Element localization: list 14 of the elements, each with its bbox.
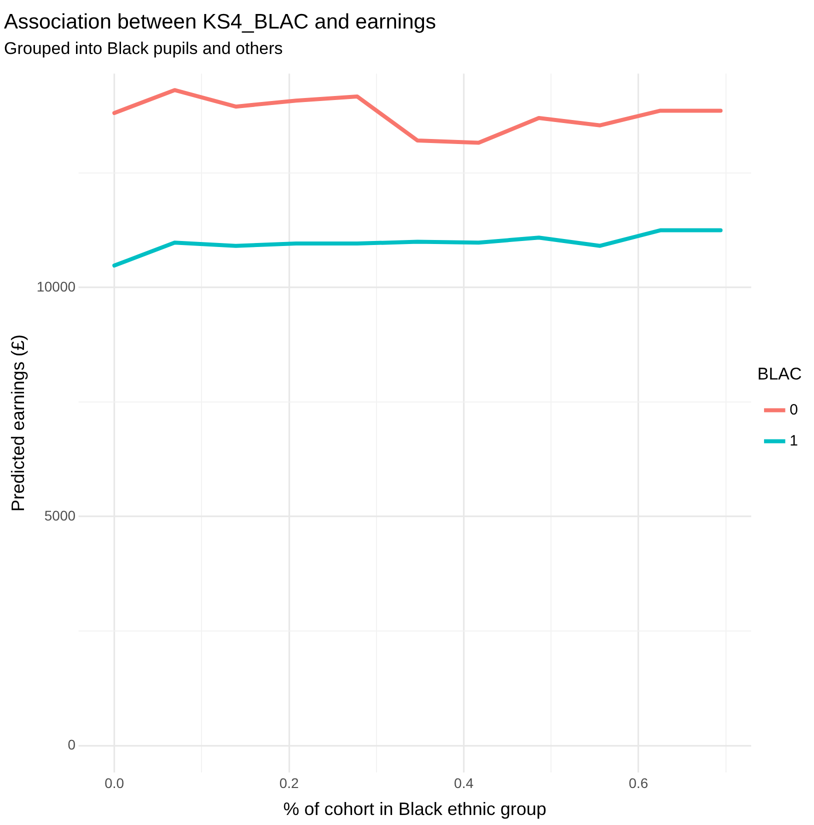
x-tick-label: 0.0	[104, 774, 124, 791]
y-tick-label: 0	[68, 736, 76, 752]
y-axis-title: Predicted earnings (£)	[8, 334, 28, 512]
x-axis-title: % of cohort in Black ethnic group	[283, 799, 546, 820]
x-tick-label: 0.6	[628, 774, 648, 791]
y-tick-label: 5000	[44, 507, 76, 524]
legend-label: 0	[790, 401, 798, 418]
legend-title: BLAC	[757, 364, 802, 384]
chart-subtitle: Grouped into Black pupils and others	[4, 39, 283, 58]
legend-label: 1	[790, 432, 798, 450]
y-tick-label: 10000	[36, 278, 76, 294]
x-tick-label: 0.2	[279, 774, 299, 791]
x-tick-label: 0.4	[454, 774, 474, 791]
chart-title: Association between KS4_BLAC and earnings	[4, 10, 436, 34]
